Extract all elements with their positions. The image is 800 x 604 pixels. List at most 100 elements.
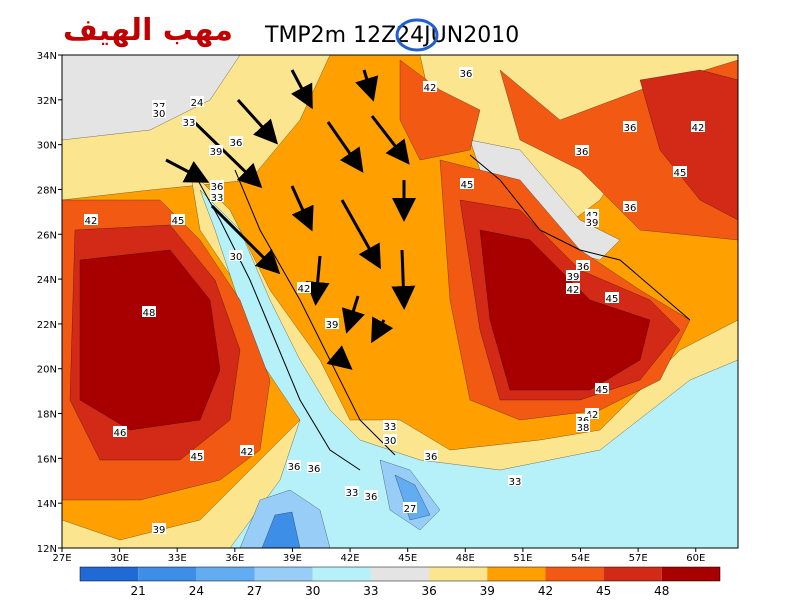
x-tick-label: 27E <box>52 553 71 564</box>
y-tick-label: 14N <box>37 499 57 510</box>
contour-label-bg <box>152 100 166 111</box>
contour-label: 24 <box>191 98 204 109</box>
x-tick-label: 45E <box>398 553 417 564</box>
arrow <box>326 121 364 173</box>
contour-label-bg <box>229 250 243 261</box>
x-tick-label: 54E <box>571 553 590 564</box>
colorbar-box <box>370 567 430 581</box>
contour-label-bg <box>576 260 590 271</box>
contour-label-bg <box>576 414 590 425</box>
contour-label: 45 <box>191 452 204 463</box>
x-tick-label: 39E <box>283 553 302 564</box>
contour-label: 36 <box>230 138 243 149</box>
colorbar-box <box>196 567 255 581</box>
contour-label: 36 <box>577 262 590 273</box>
contour-label-bg <box>325 318 339 329</box>
contour-label-bg <box>383 434 397 445</box>
y-tick-label: 16N <box>37 454 57 465</box>
contour-label: 39 <box>153 525 166 536</box>
y-tick-label: 28N <box>37 185 57 196</box>
contour-label-bg <box>240 445 254 456</box>
colorbar-box <box>603 567 662 581</box>
contour-label: 36 <box>624 123 637 134</box>
contour-label-bg <box>345 486 359 497</box>
y-tick-label: 12N <box>37 544 57 555</box>
arrow <box>165 158 210 183</box>
contour-label: 45 <box>461 180 474 191</box>
contour-label: 36 <box>460 69 473 80</box>
contour-label-bg <box>585 209 599 220</box>
arrow <box>326 345 353 370</box>
contour-label-bg <box>566 283 580 294</box>
colorbar-box <box>545 567 604 581</box>
x-tick-label: 42E <box>341 553 360 564</box>
arrow <box>210 204 281 275</box>
contour-label: 42 <box>567 285 580 296</box>
colorbar: 21 24 27 30 33 36 39 42 45 48 <box>79 566 721 598</box>
contour-label-bg <box>585 408 599 419</box>
contour-label: 39 <box>567 272 580 283</box>
colorbar-box <box>254 567 313 581</box>
contour-label: 39 <box>326 320 339 331</box>
contour-label: 36 <box>308 464 321 475</box>
contour-label-bg <box>460 178 474 189</box>
highlight-circle <box>395 18 439 52</box>
colorbar-label: 42 <box>538 584 553 598</box>
contour-label-bg <box>691 121 705 132</box>
colorbar-box <box>312 567 371 581</box>
y-tick-label: 30N <box>37 141 57 152</box>
contour-label: 33 <box>384 422 397 433</box>
y-tick-label: 24N <box>37 275 57 286</box>
y-tick-label: 26N <box>37 230 57 241</box>
coastline <box>194 154 691 471</box>
contour-label-bg <box>287 460 301 471</box>
temperature-region <box>261 511 301 548</box>
contour-label: 36 <box>576 147 589 158</box>
contour-label-bg <box>403 502 417 513</box>
contour-label-bg <box>171 214 185 225</box>
contour-label: 30 <box>384 436 397 447</box>
contour-label-bg <box>152 107 166 118</box>
contour-label-bg <box>113 426 127 437</box>
arrow <box>370 115 410 165</box>
colorbar-label: 24 <box>189 584 204 598</box>
wind-arrows <box>165 69 416 370</box>
y-tick-label: 18N <box>37 410 57 421</box>
colorbar-frame <box>79 566 721 582</box>
contour-label: 42 <box>692 123 705 134</box>
colorbar-box <box>429 567 488 581</box>
x-tick-label: 33E <box>168 553 187 564</box>
contour-label: 33 <box>509 477 522 488</box>
arrow <box>371 316 394 344</box>
y-tick-label: 32N <box>37 96 57 107</box>
contour-label: 36 <box>211 182 224 193</box>
contour-label: 30 <box>230 252 243 263</box>
colorbar-box <box>138 567 197 581</box>
contour-label-bg <box>566 270 580 281</box>
colorbar-label: 30 <box>305 584 320 598</box>
x-tick-label: 30E <box>110 553 129 564</box>
contour-label-bg <box>623 121 637 132</box>
contour-label-bg <box>297 282 311 293</box>
arrow <box>341 295 365 334</box>
contour-label-bg <box>623 201 637 212</box>
contour-label: 33 <box>183 118 196 129</box>
arrow <box>355 69 379 102</box>
contour-label-bg <box>84 214 98 225</box>
arrow <box>290 185 314 232</box>
contour-label-bg <box>210 191 224 202</box>
arrow <box>188 116 263 189</box>
contour-label-bg <box>190 96 204 107</box>
arrow <box>391 249 416 310</box>
map-frame <box>61 54 739 549</box>
x-tick-label: 36E <box>225 553 244 564</box>
contour-label-bg <box>229 136 243 147</box>
colorbar-box <box>80 567 139 581</box>
y-tick-label: 34N <box>37 51 57 62</box>
contour-label-bg <box>142 306 156 317</box>
arrow <box>305 255 330 306</box>
x-tick-label: 48E <box>456 553 475 564</box>
contour-label-bg <box>605 292 619 303</box>
temperature-region <box>479 229 651 391</box>
title: TMP2m 12Z24JUN2010 <box>264 23 519 48</box>
